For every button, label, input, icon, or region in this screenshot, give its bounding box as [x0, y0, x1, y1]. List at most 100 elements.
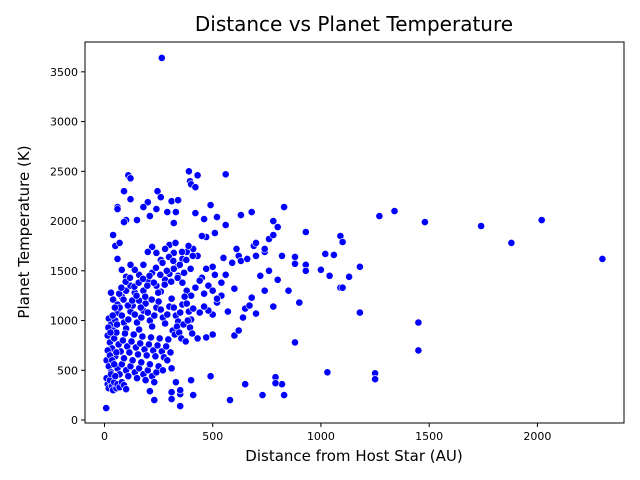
data-point	[239, 313, 247, 322]
data-point	[154, 297, 163, 306]
data-point	[169, 303, 178, 312]
data-point	[124, 315, 133, 324]
data-point	[191, 283, 200, 292]
data-point	[152, 248, 161, 257]
y-axis-label: Planet Temperature (K)	[15, 145, 33, 318]
x-axis-label: Distance from Host Star (AU)	[245, 447, 462, 465]
y-tick-label: 1000	[50, 315, 78, 328]
data-point	[126, 195, 135, 204]
data-point	[147, 333, 155, 342]
data-point	[153, 187, 162, 196]
data-point	[143, 198, 152, 207]
data-point	[138, 332, 147, 341]
data-point	[189, 304, 198, 313]
data-point	[178, 278, 187, 287]
data-point	[193, 334, 202, 343]
data-point	[295, 298, 304, 307]
data-point	[188, 251, 197, 260]
data-point	[130, 310, 139, 319]
data-point	[191, 183, 200, 192]
data-point	[213, 294, 221, 303]
data-point	[323, 368, 332, 377]
data-point	[355, 262, 364, 271]
data-point	[316, 265, 325, 274]
data-point	[537, 216, 546, 224]
data-point	[178, 247, 186, 256]
data-point	[113, 205, 122, 213]
data-point	[135, 325, 143, 334]
data-point	[133, 216, 141, 224]
data-point	[226, 396, 234, 404]
data-point	[204, 281, 213, 290]
data-point	[120, 218, 128, 226]
data-point	[230, 284, 239, 293]
x-tick-label: 2000	[523, 430, 551, 443]
data-point	[126, 260, 135, 269]
data-point	[113, 320, 121, 329]
data-point	[107, 288, 115, 297]
data-point	[126, 273, 134, 282]
x-axis: 0 500 1000 1500 2000	[101, 423, 551, 443]
data-point	[243, 254, 252, 263]
data-point	[153, 341, 162, 350]
data-point	[208, 330, 217, 339]
data-point	[158, 366, 167, 375]
y-tick-label: 2000	[50, 215, 78, 228]
data-point	[184, 167, 193, 176]
data-point	[145, 212, 154, 220]
data-point	[157, 54, 166, 62]
data-point	[127, 337, 136, 346]
data-point	[171, 238, 180, 247]
data-point	[120, 354, 128, 363]
data-point	[106, 328, 115, 337]
data-point	[150, 396, 159, 404]
data-point	[176, 308, 185, 317]
data-point	[129, 330, 138, 339]
data-point	[149, 278, 158, 287]
data-point	[371, 375, 379, 384]
data-point	[247, 208, 256, 216]
y-tick-label: 1500	[50, 265, 78, 278]
data-point	[167, 395, 176, 403]
data-point	[206, 372, 215, 381]
data-point	[188, 329, 197, 338]
data-point	[112, 348, 121, 357]
data-point	[113, 254, 122, 263]
data-point	[180, 292, 189, 301]
data-point	[278, 380, 286, 389]
y-tick-label: 3500	[50, 66, 78, 79]
data-point	[355, 308, 364, 317]
data-point	[150, 378, 159, 387]
data-point	[161, 319, 169, 328]
data-point	[152, 263, 160, 272]
data-point	[202, 333, 211, 342]
data-point	[420, 218, 429, 226]
data-point	[171, 208, 180, 216]
data-point	[148, 322, 156, 331]
data-point	[162, 266, 171, 275]
data-point	[163, 208, 172, 216]
data-point	[258, 391, 267, 399]
data-point	[260, 244, 269, 253]
data-point	[133, 318, 141, 327]
data-point	[301, 228, 310, 236]
data-point	[145, 387, 154, 396]
data-point	[208, 262, 217, 271]
data-point	[108, 311, 117, 320]
data-point	[269, 302, 278, 311]
data-point	[273, 275, 282, 284]
data-point	[228, 258, 237, 267]
data-point	[169, 219, 178, 227]
data-point	[200, 302, 208, 311]
data-point	[280, 391, 288, 399]
data-point	[390, 207, 399, 215]
data-point	[136, 339, 145, 348]
data-point	[271, 379, 280, 388]
data-point	[122, 385, 130, 394]
data-point	[139, 260, 148, 269]
data-point	[232, 244, 241, 253]
data-point	[345, 272, 353, 281]
data-point	[121, 329, 129, 338]
data-point	[148, 242, 156, 251]
data-point	[241, 380, 250, 389]
